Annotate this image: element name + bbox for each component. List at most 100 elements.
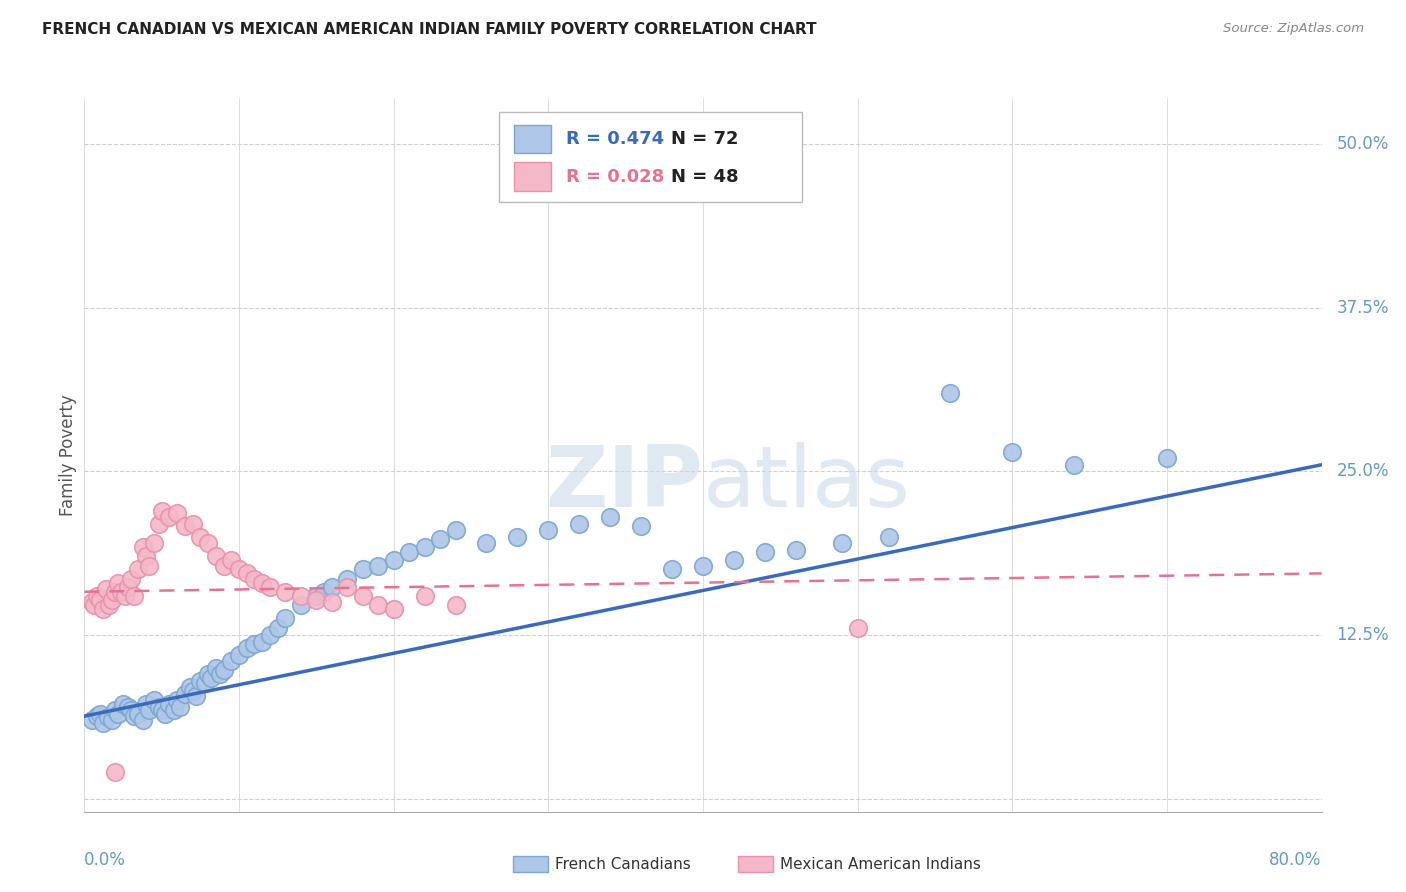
Point — [475, 536, 498, 550]
Point — [143, 536, 166, 550]
Text: N = 48: N = 48 — [671, 168, 738, 186]
Point — [82, 595, 104, 609]
Point — [429, 533, 451, 547]
Point — [382, 553, 405, 567]
Point — [444, 598, 467, 612]
Point — [413, 540, 436, 554]
Point — [197, 667, 219, 681]
Point — [250, 575, 273, 590]
Text: French Canadians: French Canadians — [555, 857, 692, 871]
Point — [91, 601, 114, 615]
Point — [785, 542, 807, 557]
Point — [150, 503, 173, 517]
Point — [219, 654, 242, 668]
Point — [321, 595, 343, 609]
Point — [138, 703, 160, 717]
Point — [143, 693, 166, 707]
Point — [101, 592, 124, 607]
Point — [267, 621, 290, 635]
Point — [367, 558, 389, 573]
Text: 80.0%: 80.0% — [1270, 851, 1322, 869]
Point — [127, 562, 149, 576]
Point — [117, 580, 139, 594]
Point — [723, 553, 745, 567]
Point — [104, 765, 127, 780]
Point — [212, 558, 235, 573]
Point — [200, 671, 222, 685]
Point — [159, 698, 180, 712]
Text: 37.5%: 37.5% — [1337, 299, 1389, 317]
Text: 12.5%: 12.5% — [1337, 626, 1389, 644]
Point — [235, 641, 259, 656]
Point — [184, 690, 207, 704]
Point — [321, 580, 343, 594]
Point — [169, 700, 191, 714]
Point — [205, 661, 228, 675]
Point — [274, 611, 297, 625]
Point — [117, 700, 139, 714]
Point — [305, 589, 328, 603]
Point — [188, 673, 211, 688]
Point — [135, 549, 157, 564]
Point — [104, 703, 127, 717]
Point — [179, 681, 201, 695]
Text: ZIP: ZIP — [546, 442, 703, 525]
Text: FRENCH CANADIAN VS MEXICAN AMERICAN INDIAN FAMILY POVERTY CORRELATION CHART: FRENCH CANADIAN VS MEXICAN AMERICAN INDI… — [42, 22, 817, 37]
Point — [181, 684, 204, 698]
Point — [166, 506, 188, 520]
Point — [148, 516, 170, 531]
Point — [132, 540, 155, 554]
Point — [197, 536, 219, 550]
Point — [444, 523, 467, 537]
Point — [398, 545, 420, 559]
Point — [127, 706, 149, 721]
Point — [235, 566, 259, 581]
Point — [219, 553, 242, 567]
Point — [1156, 451, 1178, 466]
Point — [91, 715, 114, 730]
Point — [98, 598, 121, 612]
Point — [86, 709, 108, 723]
Point — [243, 572, 266, 586]
Point — [120, 572, 142, 586]
Point — [661, 562, 683, 576]
FancyBboxPatch shape — [513, 162, 551, 191]
Point — [352, 562, 374, 576]
Point — [259, 580, 281, 594]
Point — [163, 703, 186, 717]
Point — [305, 592, 328, 607]
Point — [132, 713, 155, 727]
Y-axis label: Family Poverty: Family Poverty — [59, 394, 77, 516]
Point — [153, 706, 176, 721]
Point — [877, 530, 900, 544]
Point — [250, 634, 273, 648]
Point — [568, 516, 591, 531]
Point — [83, 598, 105, 612]
Point — [382, 601, 405, 615]
Point — [89, 706, 111, 721]
Point — [107, 706, 129, 721]
Point — [112, 698, 135, 712]
Text: N = 72: N = 72 — [671, 130, 738, 148]
Point — [367, 598, 389, 612]
Point — [120, 703, 142, 717]
Point — [228, 648, 250, 662]
Point — [159, 510, 180, 524]
Point — [174, 687, 197, 701]
Text: 25.0%: 25.0% — [1337, 462, 1389, 480]
Point — [599, 510, 621, 524]
Point — [209, 667, 232, 681]
Point — [259, 628, 281, 642]
Point — [754, 545, 776, 559]
Text: Source: ZipAtlas.com: Source: ZipAtlas.com — [1223, 22, 1364, 36]
Point — [290, 598, 312, 612]
Point — [138, 558, 160, 573]
Text: 0.0%: 0.0% — [84, 851, 127, 869]
Point — [212, 663, 235, 677]
Text: R = 0.474: R = 0.474 — [565, 130, 676, 148]
Point — [336, 572, 359, 586]
FancyBboxPatch shape — [499, 112, 801, 202]
Text: atlas: atlas — [703, 442, 911, 525]
Point — [312, 584, 335, 599]
Point — [194, 676, 217, 690]
